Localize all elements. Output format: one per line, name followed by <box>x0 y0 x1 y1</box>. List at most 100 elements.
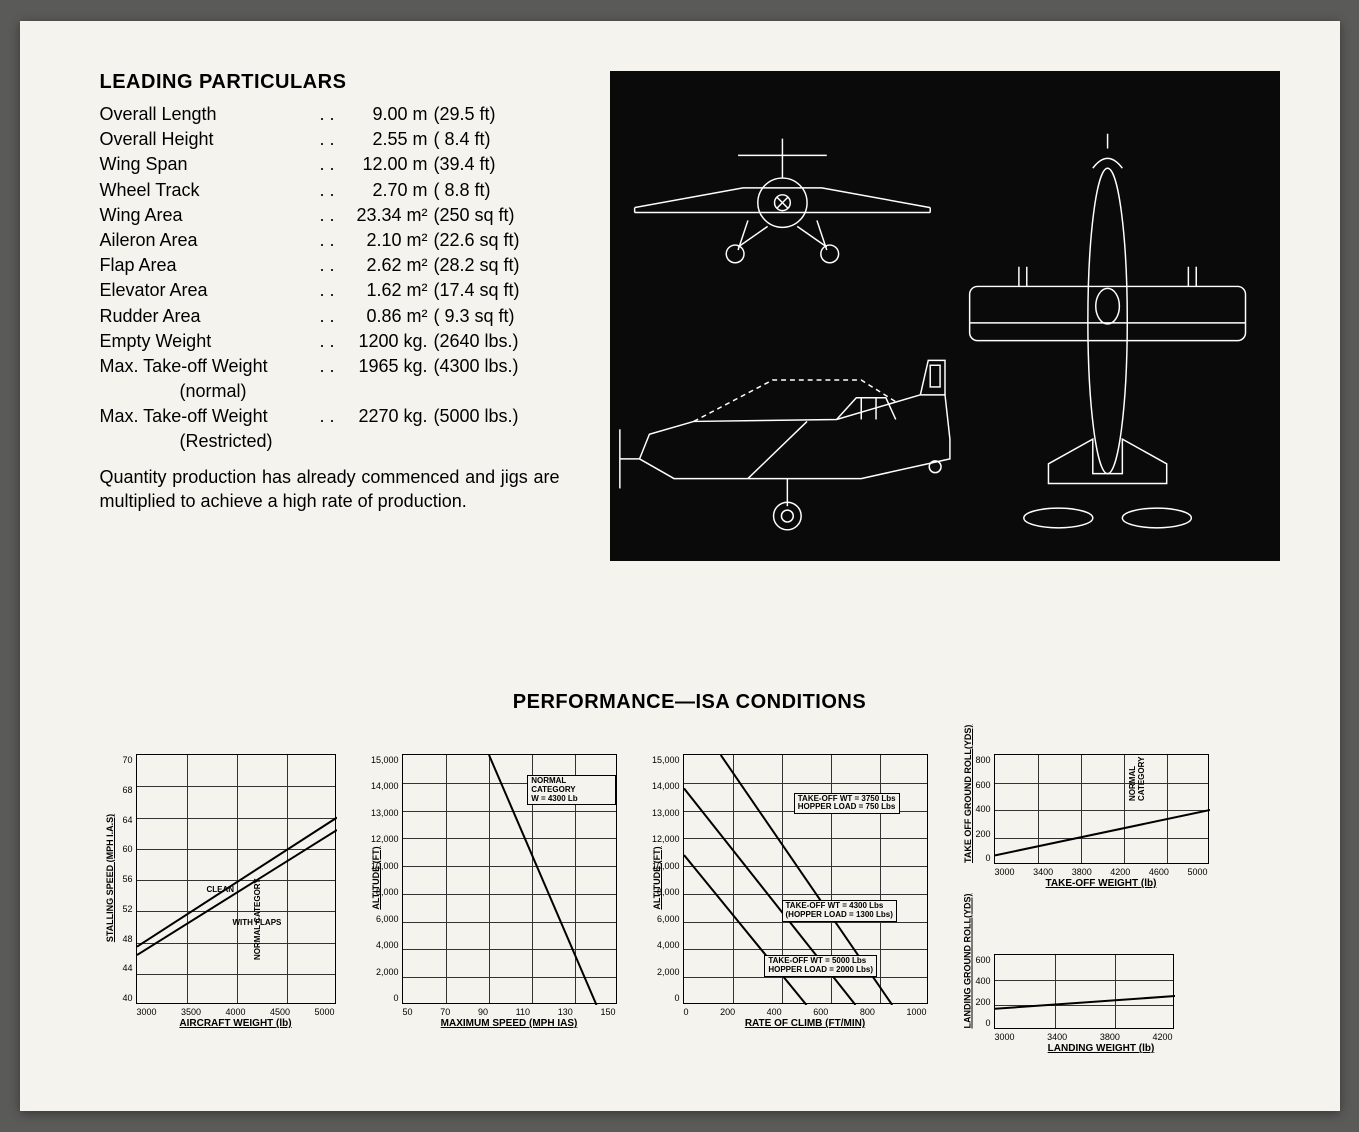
particulars-row: Wing Span. .12.00 m(39.4 ft) <box>100 152 580 177</box>
p-value: 2.62 m² <box>344 253 434 278</box>
p-dots: . . <box>320 354 344 379</box>
chart-annotation: TAKE-OFF WT = 5000 LbsHOPPER LOAD = 2000… <box>764 955 877 977</box>
p-dots: . . <box>320 228 344 253</box>
chart-xlabel: LANDING WEIGHT (lb) <box>994 1043 1209 1054</box>
particulars-title: LEADING PARTICULARS <box>100 71 580 94</box>
chart-xticks: 3000340038004200 <box>995 1032 1173 1042</box>
p-paren: (4300 lbs.) <box>434 354 519 379</box>
p-label: Wing Area <box>100 203 320 228</box>
p-paren: ( 8.8 ft) <box>434 178 491 203</box>
charts-container: STALLING SPEED (MPH I.A.S)40444852566064… <box>100 754 1280 1084</box>
chart-lines <box>995 755 1210 865</box>
chart-annotation: TAKE-OFF WT = 3750 LbsHOPPER LOAD = 750 … <box>794 793 900 815</box>
p-dots: . . <box>320 404 344 429</box>
particulars-row: Wheel Track. .2.70 m( 8.8 ft) <box>100 178 580 203</box>
p-paren: ( 9.3 sq ft) <box>434 304 515 329</box>
chart-annotation: NORMAL CATEGORYW = 4300 Lb <box>527 775 615 805</box>
p-dots: . . <box>320 278 344 303</box>
top-section: LEADING PARTICULARS Overall Length. .9.0… <box>100 71 1280 561</box>
particulars-row: Empty Weight. .1200 kg.(2640 lbs.) <box>100 329 580 354</box>
particulars-sublabel: (normal) <box>100 379 580 404</box>
p-label: Elevator Area <box>100 278 320 303</box>
chart-annotation: NORMAL CATEGORY <box>253 878 262 960</box>
chart-box: 0200400600800300034003800420046005000NOR… <box>994 754 1209 864</box>
chart-xticks: 507090110130150 <box>403 1007 616 1017</box>
p-value: 23.34 m² <box>344 203 434 228</box>
chart-yticks: 02,0004,0006,0008,00010,00012,00013,0001… <box>652 755 680 1003</box>
chart-lines <box>137 755 337 1005</box>
chart-annotation: TAKE-OFF WT = 4300 Lbs(HOPPER LOAD = 130… <box>782 900 897 922</box>
chart-xlabel: MAXIMUM SPEED (MPH IAS) <box>402 1018 617 1029</box>
chart-yticks: 0200400600800 <box>963 755 991 863</box>
p-paren: ( 8.4 ft) <box>434 127 491 152</box>
p-label: Aileron Area <box>100 228 320 253</box>
chart-xticks: 30003500400045005000 <box>137 1007 335 1017</box>
p-value: 9.00 m <box>344 102 434 127</box>
chart-box: 02,0004,0006,0008,00010,00012,00013,0001… <box>683 754 928 1004</box>
p-paren: (29.5 ft) <box>434 102 496 127</box>
chart-takeoff-roll: TAKE OFF GROUND ROLL(YDS)020040060080030… <box>958 754 1209 919</box>
chart-xlabel: TAKE-OFF WEIGHT (lb) <box>994 878 1209 889</box>
chart-yticks: 0200400600 <box>963 955 991 1028</box>
p-value: 0.86 m² <box>344 304 434 329</box>
aircraft-blueprint <box>610 71 1280 561</box>
chart-xticks: 02004006008001000 <box>684 1007 927 1017</box>
chart-rate-of-climb: ALTITUDE (FT)02,0004,0006,0008,00010,000… <box>647 754 928 1059</box>
p-dots: . . <box>320 203 344 228</box>
particulars-row: Flap Area. .2.62 m²(28.2 sq ft) <box>100 253 580 278</box>
particulars-row: Max. Take-off Weight. .2270 kg.(5000 lbs… <box>100 404 580 429</box>
chart-lines <box>995 955 1175 1030</box>
p-dots: . . <box>320 253 344 278</box>
p-label: Wheel Track <box>100 178 320 203</box>
chart-stalling-speed: STALLING SPEED (MPH I.A.S)40444852566064… <box>100 754 336 1059</box>
chart-xticks: 300034003800420046005000 <box>995 867 1208 877</box>
p-label: Overall Height <box>100 127 320 152</box>
p-label: Max. Take-off Weight <box>100 354 320 379</box>
chart-yticks: 404448525660646870 <box>105 755 133 1003</box>
p-value: 2270 kg. <box>344 404 434 429</box>
chart-box: 40444852566064687030003500400045005000CL… <box>136 754 336 1004</box>
right-charts-column: TAKE OFF GROUND ROLL(YDS)020040060080030… <box>958 754 1209 1084</box>
p-paren: (17.4 sq ft) <box>434 278 520 303</box>
particulars-list: Overall Length. .9.00 m(29.5 ft)Overall … <box>100 102 580 455</box>
chart-box: 02004006003000340038004200 <box>994 954 1174 1029</box>
chart-box: 02,0004,0006,0008,00010,00012,00013,0001… <box>402 754 617 1004</box>
p-dots: . . <box>320 178 344 203</box>
p-paren: (39.4 ft) <box>434 152 496 177</box>
leading-particulars: LEADING PARTICULARS Overall Length. .9.0… <box>100 71 580 561</box>
p-dots: . . <box>320 152 344 177</box>
p-label: Empty Weight <box>100 329 320 354</box>
particulars-note: Quantity production has already commence… <box>100 465 560 514</box>
blueprint-svg <box>610 71 1280 561</box>
chart-annotation: NORMALCATEGORY <box>1128 757 1146 801</box>
p-paren: (28.2 sq ft) <box>434 253 520 278</box>
particulars-row: Wing Area. .23.34 m²(250 sq ft) <box>100 203 580 228</box>
p-label: Wing Span <box>100 152 320 177</box>
particulars-row: Overall Height. .2.55 m( 8.4 ft) <box>100 127 580 152</box>
particulars-row: Elevator Area. .1.62 m²(17.4 sq ft) <box>100 278 580 303</box>
p-paren: (2640 lbs.) <box>434 329 519 354</box>
particulars-row: Max. Take-off Weight. .1965 kg.(4300 lbs… <box>100 354 580 379</box>
chart-yticks: 02,0004,0006,0008,00010,00012,00013,0001… <box>371 755 399 1003</box>
p-value: 2.70 m <box>344 178 434 203</box>
p-paren: (22.6 sq ft) <box>434 228 520 253</box>
p-value: 1200 kg. <box>344 329 434 354</box>
chart-xlabel: AIRCRAFT WEIGHT (lb) <box>136 1018 336 1029</box>
chart-annotation: CLEAN <box>207 885 235 894</box>
chart-max-speed: ALTITUDE (FT)02,0004,0006,0008,00010,000… <box>366 754 617 1059</box>
p-label: Rudder Area <box>100 304 320 329</box>
p-paren: (250 sq ft) <box>434 203 515 228</box>
p-dots: . . <box>320 127 344 152</box>
p-value: 2.10 m² <box>344 228 434 253</box>
p-dots: . . <box>320 329 344 354</box>
p-dots: . . <box>320 304 344 329</box>
p-value: 2.55 m <box>344 127 434 152</box>
p-paren: (5000 lbs.) <box>434 404 519 429</box>
p-dots: . . <box>320 102 344 127</box>
performance-title: PERFORMANCE—ISA CONDITIONS <box>100 691 1280 714</box>
document-page: LEADING PARTICULARS Overall Length. .9.0… <box>20 21 1340 1111</box>
p-label: Overall Length <box>100 102 320 127</box>
particulars-sublabel: (Restricted) <box>100 429 580 454</box>
p-label: Max. Take-off Weight <box>100 404 320 429</box>
p-value: 1965 kg. <box>344 354 434 379</box>
